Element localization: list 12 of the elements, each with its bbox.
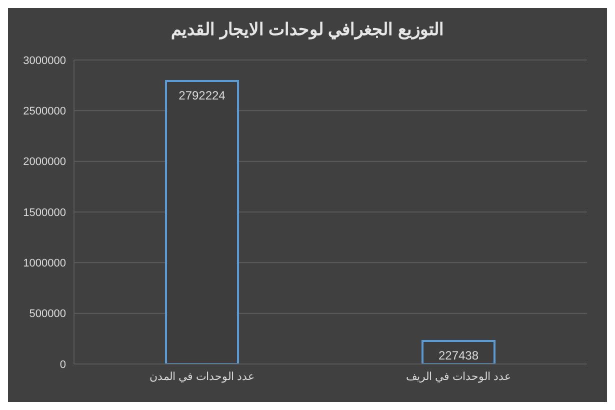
y-tick-label: 2500000 (23, 106, 66, 118)
x-tick-label: عدد الوحدات في الريف (406, 370, 512, 383)
y-tick-label: 1000000 (23, 258, 66, 270)
x-tick-label: عدد الوحدات في المدن (150, 370, 255, 383)
data-label: 227438 (438, 348, 479, 362)
y-tick-label: 0 (60, 358, 66, 371)
y-tick-label: 2000000 (23, 156, 66, 168)
data-label: 2792224 (178, 88, 226, 103)
y-tick-label: 500000 (29, 308, 66, 320)
y-tick-label: 3000000 (23, 54, 66, 67)
y-tick-label: 1500000 (23, 206, 66, 219)
chart-title: التوزيع الجغرافي لوحدات الايجار القديم (170, 19, 445, 42)
